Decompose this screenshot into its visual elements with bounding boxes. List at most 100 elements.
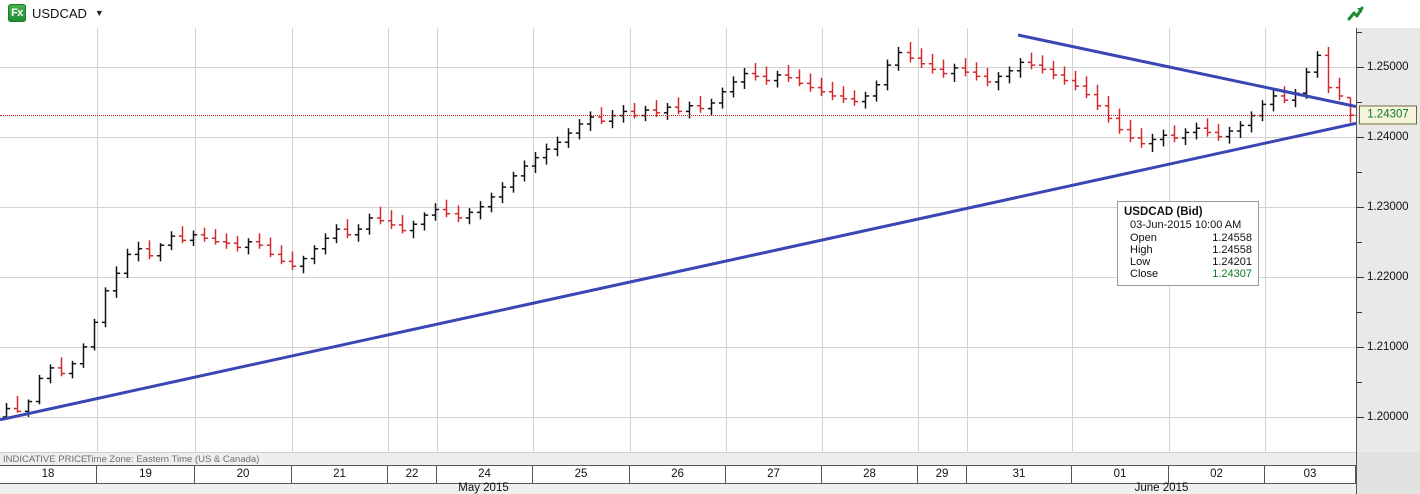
indicative-price-label: INDICATIVE PRICE: [3, 454, 88, 465]
ohlc-bar: [332, 224, 341, 244]
trendline-upper-descending[interactable]: [1017, 33, 1356, 108]
date-axis-cell[interactable]: 25: [533, 466, 630, 483]
ohlc-bar: [641, 105, 650, 122]
fx-icon: Fx: [8, 4, 26, 22]
date-axis-cell[interactable]: 03: [1265, 466, 1356, 483]
tooltip-row-label: High: [1130, 244, 1153, 256]
ohlc-bar: [79, 343, 88, 368]
ohlc-bar: [531, 152, 540, 174]
price-axis[interactable]: 1.24307 1.25000 1.24000 1.23000 1.22000 1.21…: [1356, 28, 1420, 452]
ohlc-bar: [784, 65, 793, 82]
ohlc-bar: [156, 243, 165, 262]
tooltip-row-value: 1.24201: [1212, 256, 1252, 268]
ohlc-bar: [740, 67, 749, 89]
ohlc-bar: [476, 201, 485, 220]
ohlc-bar: [420, 212, 429, 231]
tooltip-row-value: 1.24558: [1212, 244, 1252, 256]
current-price-label: 1.24307: [1359, 105, 1417, 125]
ohlc-bar: [917, 48, 926, 68]
ohlc-bar: [200, 227, 209, 242]
date-axis-cell[interactable]: 21: [292, 466, 388, 483]
ohlc-bar: [850, 90, 859, 106]
ohlc-bar: [487, 192, 496, 213]
price-tick: [1357, 66, 1364, 68]
date-axis[interactable]: 18192021222425262728293101020304 May 201…: [0, 465, 1370, 494]
date-axis-cell[interactable]: 20: [195, 466, 292, 483]
ohlc-bar: [1269, 90, 1278, 112]
ohlc-bar: [707, 98, 716, 116]
gridline-vertical: [1072, 28, 1073, 452]
price-tick-minor: [1357, 381, 1362, 383]
trend-up-icon[interactable]: [1346, 5, 1364, 23]
tooltip-row-value: 1.24307: [1212, 268, 1252, 280]
date-axis-cell[interactable]: 31: [967, 466, 1072, 483]
ohlc-bar: [1005, 66, 1014, 84]
ohlc-bar: [1324, 46, 1333, 94]
price-axis-label: 1.24000: [1367, 130, 1409, 143]
ohlc-bar: [365, 213, 374, 235]
ohlc-bar: [178, 226, 187, 244]
ohlc-bar: [652, 100, 661, 118]
price-axis-label: 1.23000: [1367, 200, 1409, 213]
ohlc-bar: [972, 62, 981, 81]
date-axis-cell[interactable]: 18: [0, 466, 97, 483]
date-axis-cell[interactable]: 02: [1169, 466, 1265, 483]
ohlc-bar: [806, 73, 815, 92]
chart-gridlines: [0, 28, 1356, 452]
ohlc-bar: [145, 240, 154, 260]
date-axis-cell[interactable]: 27: [726, 466, 822, 483]
gridline-vertical: [97, 28, 98, 452]
tooltip-datetime: 03-Jun-2015 10:00 AM: [1130, 219, 1242, 231]
ohlc-bar: [167, 231, 176, 251]
ohlc-bar: [939, 59, 948, 78]
ohlc-bar: [883, 59, 892, 91]
ohlc-bar: [277, 245, 286, 265]
ohlc-bar: [409, 220, 418, 239]
ohlc-bar: [68, 360, 77, 379]
ohlc-bar: [465, 208, 474, 225]
ohlc-bar: [498, 182, 507, 204]
date-axis-cell[interactable]: 22: [388, 466, 437, 483]
tooltip-title: USDCAD (Bid): [1124, 206, 1203, 218]
ohlc-bar: [1346, 96, 1355, 123]
chevron-down-icon[interactable]: ▼: [94, 8, 104, 18]
ohlc-bar: [442, 199, 451, 218]
ohlc-bar: [222, 233, 231, 249]
ohlc-bar: [1115, 108, 1124, 134]
price-tick-minor: [1357, 241, 1362, 243]
trendline-lower-ascending[interactable]: [0, 121, 1356, 422]
ohlc-bar: [1302, 67, 1311, 99]
ohlc-bar: [1060, 66, 1069, 85]
price-tick-minor: [1357, 101, 1362, 103]
ohlc-bar: [773, 70, 782, 88]
ohlc-bar: [376, 206, 385, 225]
date-axis-cell[interactable]: 19: [97, 466, 195, 483]
ohlc-bar: [354, 224, 363, 242]
ohlc-bar: [762, 66, 771, 85]
date-axis-cell[interactable]: 24: [437, 466, 533, 483]
date-axis-cell[interactable]: 01: [1072, 466, 1169, 483]
price-axis-label: 1.21000: [1367, 340, 1409, 353]
timezone-label: Time Zone: Eastern Time (US & Canada): [86, 454, 260, 465]
tooltip-row: Open 1.24558: [1130, 232, 1252, 244]
tooltip-row-label: Open: [1130, 232, 1157, 244]
date-axis-cell[interactable]: 26: [630, 466, 726, 483]
date-axis-cell[interactable]: 28: [822, 466, 918, 483]
symbol-selector[interactable]: Fx USDCAD ▼: [8, 4, 104, 22]
date-axis-cell[interactable]: 29: [918, 466, 967, 483]
ohlc-bar: [674, 97, 683, 115]
price-tick: [1357, 276, 1364, 278]
ohlc-bar: [983, 67, 992, 87]
price-axis-label: 1.20000: [1367, 410, 1409, 423]
ohlc-bar: [906, 42, 915, 63]
chart-header: Fx USDCAD ▼: [0, 0, 1420, 28]
ohlc-bar: [608, 109, 617, 129]
ohlc-bar: [1335, 77, 1344, 101]
ohlc-bar: [189, 230, 198, 246]
ohlc-bar: [619, 105, 628, 123]
ohlc-bar: [1038, 55, 1047, 74]
price-tick-minor: [1357, 311, 1362, 313]
tooltip-row: High 1.24558: [1130, 244, 1252, 256]
ohlc-bar: [1192, 122, 1201, 140]
